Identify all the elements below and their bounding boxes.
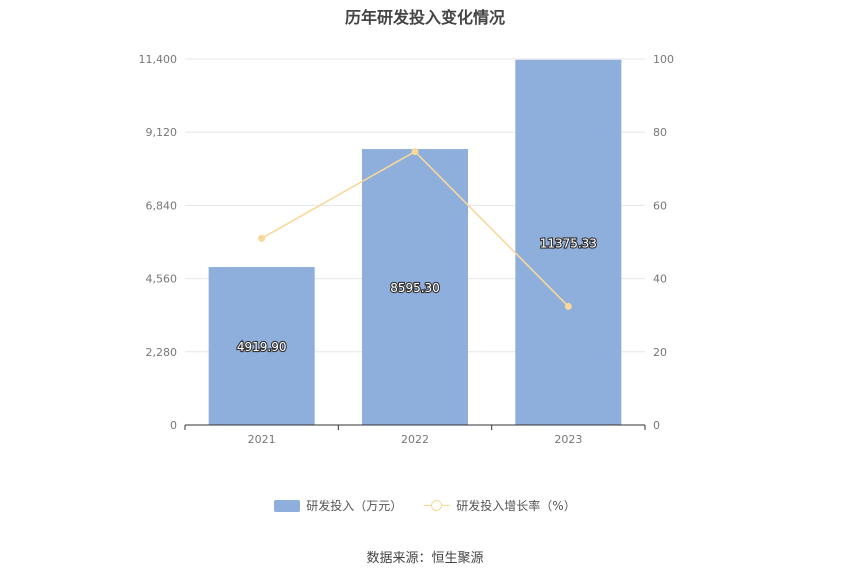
legend-line-label: 研发投入增长率（%） <box>456 499 576 513</box>
bar-value-label: 11375.33 <box>540 236 597 250</box>
y-right-tick-label: 40 <box>653 273 667 286</box>
legend: 研发投入（万元） 研发投入增长率（%） <box>0 497 850 514</box>
y-left-tick-label: 4,560 <box>146 273 178 286</box>
legend-bar-label: 研发投入（万元） <box>306 499 403 513</box>
y-left-tick-label: 9,120 <box>146 126 178 139</box>
y-left-tick-label: 0 <box>170 419 177 432</box>
x-tick-label: 2022 <box>401 433 429 446</box>
y-left-tick-label: 2,280 <box>146 346 178 359</box>
growth-point <box>411 148 419 156</box>
source-note: 数据来源：恒生聚源 <box>366 551 484 566</box>
legend-line-swatch <box>424 499 451 512</box>
bar <box>515 59 622 425</box>
chart-title: 历年研发投入变化情况 <box>344 8 505 27</box>
growth-point <box>564 302 572 310</box>
legend-item-bar[interactable]: 研发投入（万元） <box>274 497 402 514</box>
legend-item-line[interactable]: 研发投入增长率（%） <box>424 497 576 514</box>
y-right-tick-label: 80 <box>653 126 667 139</box>
bar <box>208 267 315 425</box>
bar <box>362 149 468 425</box>
growth-point <box>258 234 266 242</box>
legend-bar-swatch <box>274 499 301 512</box>
y-right-tick-label: 60 <box>653 199 667 212</box>
y-right-tick-label: 0 <box>653 419 660 432</box>
y-right-tick-label: 100 <box>653 53 674 66</box>
x-tick-label: 2021 <box>248 433 276 446</box>
x-tick-label: 2023 <box>554 433 582 446</box>
y-right-tick-label: 20 <box>653 346 667 359</box>
bar-value-label: 8595.30 <box>390 281 440 295</box>
bar-value-label: 4919.90 <box>237 340 287 354</box>
y-left-tick-label: 6,840 <box>146 199 178 212</box>
x-tick-mark <box>644 425 646 430</box>
y-left-tick-label: 11,400 <box>139 53 178 66</box>
